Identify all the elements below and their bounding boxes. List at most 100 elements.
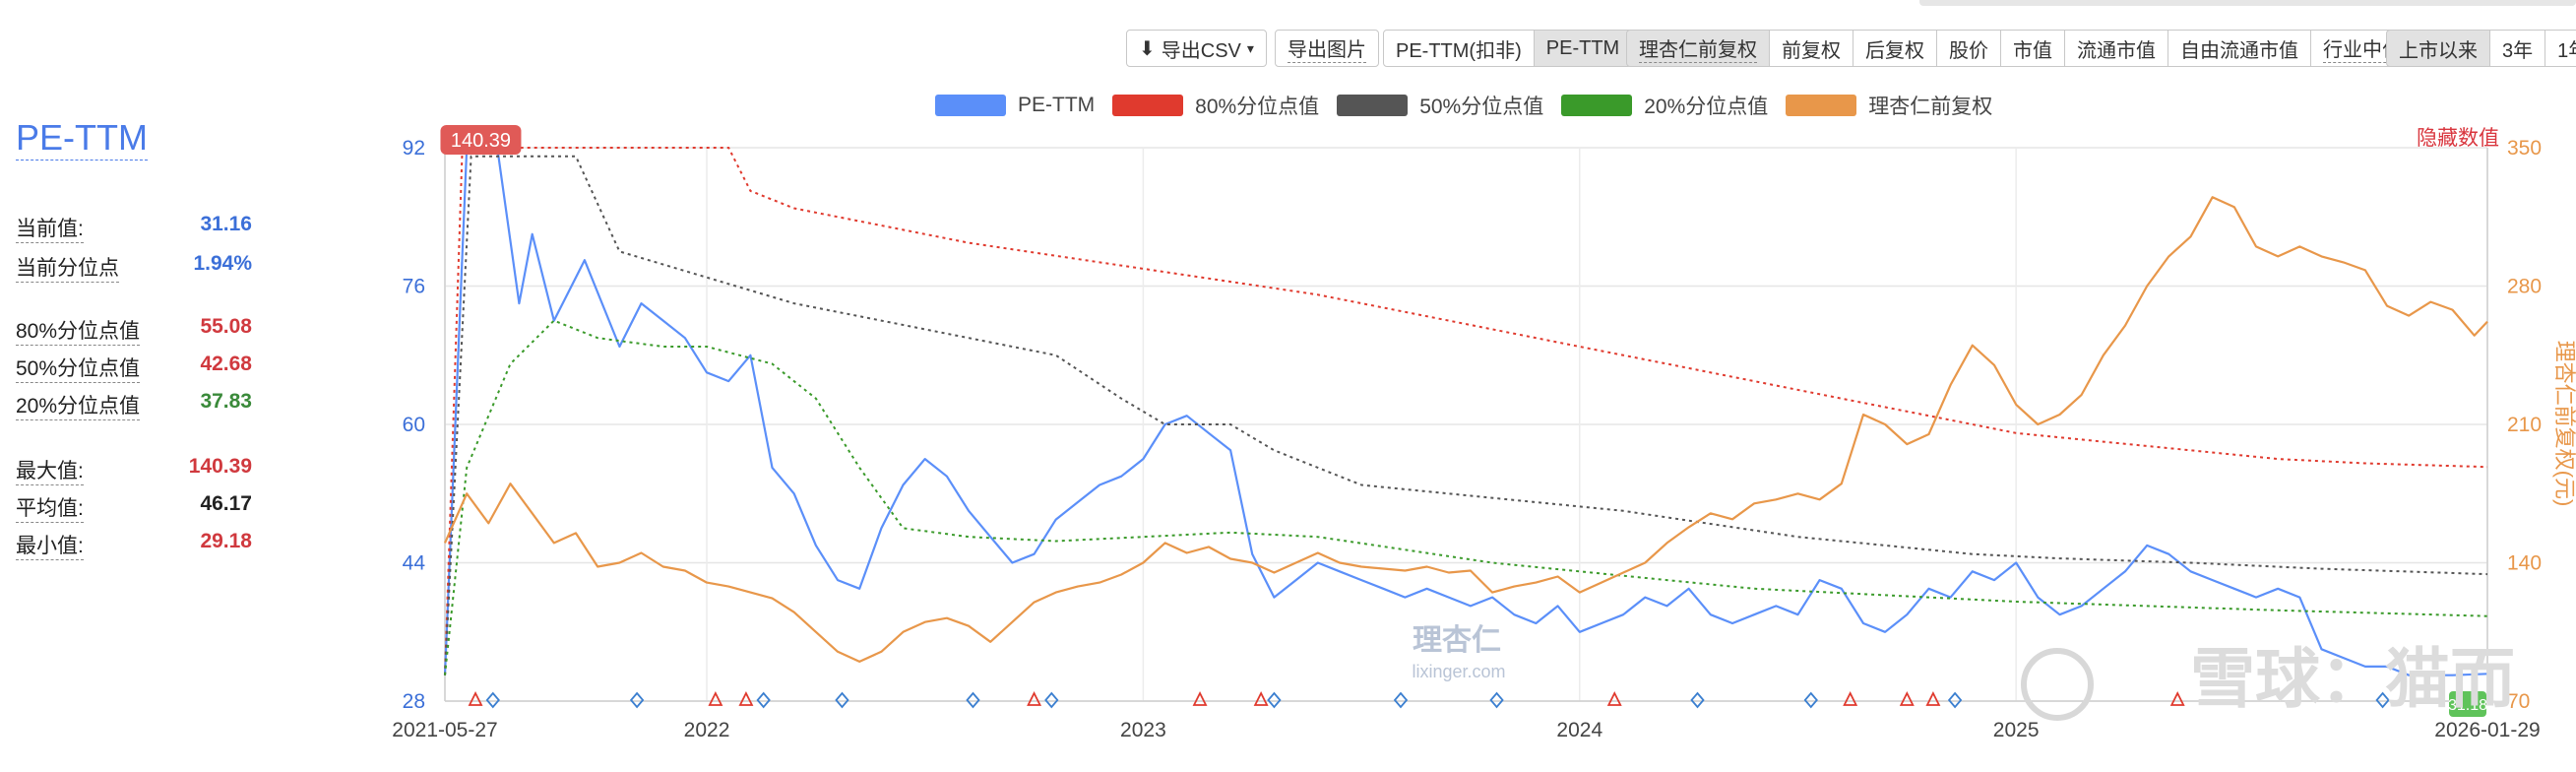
y-right-axis-label: 理杏仁前复权(元) <box>2552 341 2576 507</box>
legend-swatch <box>1337 95 1409 116</box>
stat-label: 最大值: <box>16 455 84 485</box>
series-line <box>443 146 2488 676</box>
pe-type-group: PE-TTM(扣非) PE-TTM <box>1383 30 1633 67</box>
watermark-url: lixinger.com <box>1412 662 1505 681</box>
stat-row: 最大值: 140.39 <box>16 455 252 485</box>
watermark-logo: 理杏仁 <box>1413 624 1501 657</box>
range-since-listing-button[interactable]: 上市以来 <box>2386 30 2490 67</box>
pe-deducted-button[interactable]: PE-TTM(扣非) <box>1383 30 1535 67</box>
sell-marker <box>1843 690 1858 706</box>
stat-value: 140.39 <box>188 455 252 478</box>
legend-swatch <box>1112 95 1184 116</box>
y-left-tick-label: 92 <box>403 137 425 160</box>
range-3y-button[interactable]: 3年 <box>2489 30 2546 67</box>
price-lixinger-button[interactable]: 理杏仁前复权 <box>1626 30 1770 67</box>
buy-marker <box>835 691 849 709</box>
buy-marker <box>1044 691 1059 709</box>
y-right-tick-label: 210 <box>2507 414 2542 436</box>
stat-value: 46.17 <box>200 492 252 515</box>
sell-marker <box>708 690 723 706</box>
legend-label: 50%分位点值 <box>1419 96 1544 118</box>
stat-row: 50%分位点值 42.68 <box>16 353 252 383</box>
chart-legend: PE-TTM 80%分位点值 50%分位点值 20%分位点值 理杏仁前复权 <box>935 91 2010 120</box>
caret-down-icon: ▾ <box>1246 39 1254 56</box>
buy-marker <box>1803 691 1818 709</box>
export-csv-label: 导出CSV <box>1161 39 1241 62</box>
stat-row: 最小值: 29.18 <box>16 530 252 560</box>
sell-marker <box>2169 690 2185 706</box>
buy-marker <box>1393 691 1409 709</box>
y-right-tick-label: 70 <box>2507 690 2530 713</box>
legend-item[interactable]: 50%分位点值 <box>1337 91 1543 120</box>
stat-value: 42.68 <box>200 353 252 375</box>
series-line <box>444 155 2488 676</box>
legend-label: 20%分位点值 <box>1644 96 1769 118</box>
x-tick-label: 2023 <box>1120 719 1166 741</box>
series-line <box>443 196 2488 663</box>
legend-label: 理杏仁前复权 <box>1868 96 1993 118</box>
price-backward-button[interactable]: 后复权 <box>1853 30 1937 67</box>
export-image-label: 导出图片 <box>1288 33 1366 63</box>
sell-marker <box>1899 690 1915 706</box>
stat-label: 80%分位点值 <box>16 315 141 346</box>
stat-label: 20%分位点值 <box>16 390 141 420</box>
legend-label: 80%分位点值 <box>1195 96 1320 118</box>
price-stock-button[interactable]: 股价 <box>1936 30 2001 67</box>
pe-ttm-button[interactable]: PE-TTM <box>1533 30 1633 67</box>
stat-value: 1.94% <box>193 252 252 275</box>
price-forward-button[interactable]: 前复权 <box>1769 30 1853 67</box>
max-value-badge <box>440 125 522 155</box>
stat-value: 37.83 <box>200 390 252 413</box>
credit-logo-icon <box>2021 648 2094 721</box>
price-marketcap-button[interactable]: 市值 <box>2000 30 2065 67</box>
range-1y-button[interactable]: 1年 <box>2545 30 2576 67</box>
x-tick-label: 2021-05-27 <box>392 719 497 741</box>
legend-swatch <box>935 95 1006 116</box>
export-csv-button[interactable]: ⬇ 导出CSV ▾ <box>1126 30 1267 67</box>
credit-watermark: 雪球：猫而 <box>2190 642 2515 715</box>
stat-row: 20%分位点值 37.83 <box>16 390 252 420</box>
x-tick-label: 2022 <box>684 719 730 741</box>
buy-marker <box>966 691 980 709</box>
sell-marker <box>738 690 754 706</box>
sell-marker <box>1027 690 1042 706</box>
sell-marker <box>468 690 483 706</box>
y-right-tick-label: 280 <box>2507 276 2542 298</box>
stat-label: 最小值: <box>16 530 84 560</box>
buy-marker <box>629 691 645 709</box>
legend-item[interactable]: 80%分位点值 <box>1112 91 1319 120</box>
x-tick-label: 2024 <box>1556 719 1602 741</box>
price-lixinger-label: 理杏仁前复权 <box>1639 33 1757 63</box>
legend-swatch <box>1786 95 1857 116</box>
stat-value: 55.08 <box>200 315 252 338</box>
buy-marker <box>1267 691 1282 709</box>
series-line <box>444 147 2488 676</box>
x-tick-label: 2025 <box>1993 719 2040 741</box>
hide-data-toggle[interactable]: 隐藏数值 <box>2417 127 2499 150</box>
buy-marker <box>1947 691 1963 709</box>
x-tick-label: 2026-01-29 <box>2434 719 2540 741</box>
y-left-tick-label: 28 <box>403 690 425 713</box>
stat-row: 当前分位点 1.94% <box>16 252 252 283</box>
legend-swatch <box>1561 95 1633 116</box>
stat-row: 80%分位点值 55.08 <box>16 315 252 346</box>
max-value-label: 140.39 <box>451 130 511 152</box>
legend-item[interactable]: 20%分位点值 <box>1561 91 1768 120</box>
legend-item[interactable]: 理杏仁前复权 <box>1786 91 1992 120</box>
current-value-badge <box>2449 691 2486 717</box>
stat-label: 当前分位点 <box>16 252 119 283</box>
legend-item[interactable]: PE-TTM <box>935 94 1095 117</box>
price-free-float-button[interactable]: 自由流通市值 <box>2168 30 2311 67</box>
stat-row: 当前值: 31.16 <box>16 213 252 243</box>
sell-marker <box>1925 690 1941 706</box>
stat-label: 平均值: <box>16 492 84 523</box>
download-icon: ⬇ <box>1139 37 1156 60</box>
export-image-button[interactable]: 导出图片 <box>1275 30 1379 67</box>
export-image-group: 导出图片 <box>1275 30 1379 67</box>
sidebar-title: PE-TTM <box>16 116 148 161</box>
y-right-tick-label: 350 <box>2507 137 2542 160</box>
price-float-cap-button[interactable]: 流通市值 <box>2064 30 2168 67</box>
y-left-tick-label: 44 <box>403 552 426 575</box>
legend-label: PE-TTM <box>1018 94 1096 116</box>
